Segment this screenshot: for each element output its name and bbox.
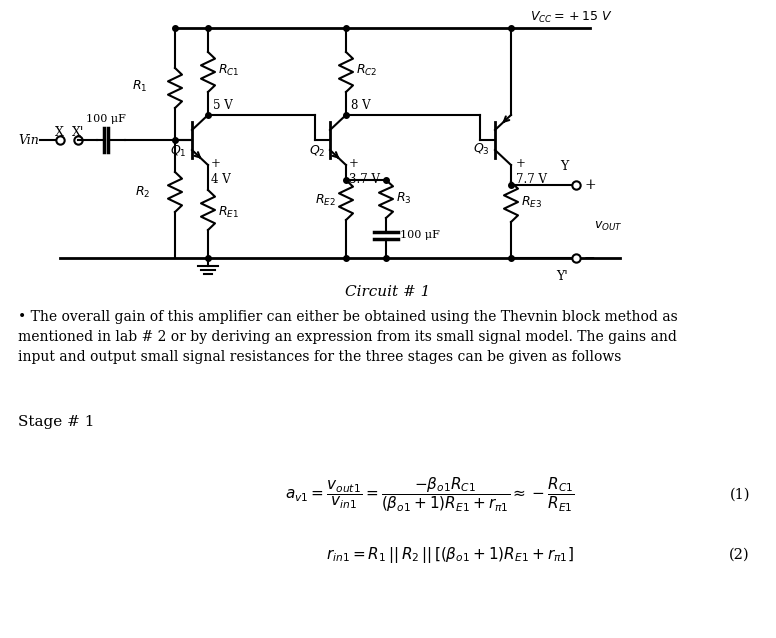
Text: input and output small signal resistances for the three stages can be given as f: input and output small signal resistance… — [18, 350, 622, 364]
Text: • The overall gain of this amplifier can either be obtained using the Thevnin bl: • The overall gain of this amplifier can… — [18, 310, 677, 324]
Text: $R_{C1}$: $R_{C1}$ — [218, 63, 240, 78]
Text: $R_1$: $R_1$ — [132, 78, 147, 94]
Text: (1): (1) — [729, 488, 750, 502]
Text: Y': Y' — [556, 270, 568, 283]
Text: Stage # 1: Stage # 1 — [18, 415, 95, 429]
Text: Y: Y — [559, 160, 568, 173]
Text: $a_{v1} = \dfrac{v_{out1}}{v_{in1}} = \dfrac{-\beta_{o1}R_{C1}}{(\beta_{o1}+1)R_: $a_{v1} = \dfrac{v_{out1}}{v_{in1}} = \d… — [285, 475, 575, 514]
Text: +
7.7 V: + 7.7 V — [516, 157, 547, 186]
Text: +
3.7 V: + 3.7 V — [349, 157, 380, 186]
Text: 100 μF: 100 μF — [400, 230, 440, 240]
Text: Circuit # 1: Circuit # 1 — [345, 285, 431, 299]
Text: $R_{E2}$: $R_{E2}$ — [315, 193, 336, 207]
Text: −: − — [584, 251, 596, 265]
Text: 100 μF: 100 μF — [86, 114, 126, 124]
Text: $R_3$: $R_3$ — [396, 191, 411, 205]
Text: $R_{E1}$: $R_{E1}$ — [218, 204, 239, 219]
Text: $v_{OUT}$: $v_{OUT}$ — [594, 219, 622, 232]
Text: $Q_3$: $Q_3$ — [473, 142, 490, 157]
Text: Vin: Vin — [18, 133, 39, 147]
Text: 8 V: 8 V — [351, 99, 371, 112]
Text: $R_2$: $R_2$ — [135, 184, 150, 200]
Text: 5 V: 5 V — [213, 99, 233, 112]
Text: X': X' — [72, 126, 84, 139]
Text: +
4 V: + 4 V — [211, 157, 230, 186]
Text: $R_{E3}$: $R_{E3}$ — [521, 195, 542, 209]
Text: $V_{CC} = +15\ V$: $V_{CC} = +15\ V$ — [530, 10, 613, 25]
Text: mentioned in lab # 2 or by deriving an expression from its small signal model. T: mentioned in lab # 2 or by deriving an e… — [18, 330, 677, 344]
Text: X: X — [54, 126, 64, 139]
Text: (2): (2) — [729, 548, 750, 562]
Text: $r_{in1} = R_1 \,||\, R_2 \,||\, [(\beta_{o1}+1)R_{E1}+r_{\pi 1}]$: $r_{in1} = R_1 \,||\, R_2 \,||\, [(\beta… — [326, 545, 574, 565]
Text: $Q_1$: $Q_1$ — [171, 144, 187, 159]
Text: $Q_2$: $Q_2$ — [309, 144, 325, 159]
Text: $R_{C2}$: $R_{C2}$ — [356, 63, 377, 78]
Text: +: + — [584, 178, 596, 192]
